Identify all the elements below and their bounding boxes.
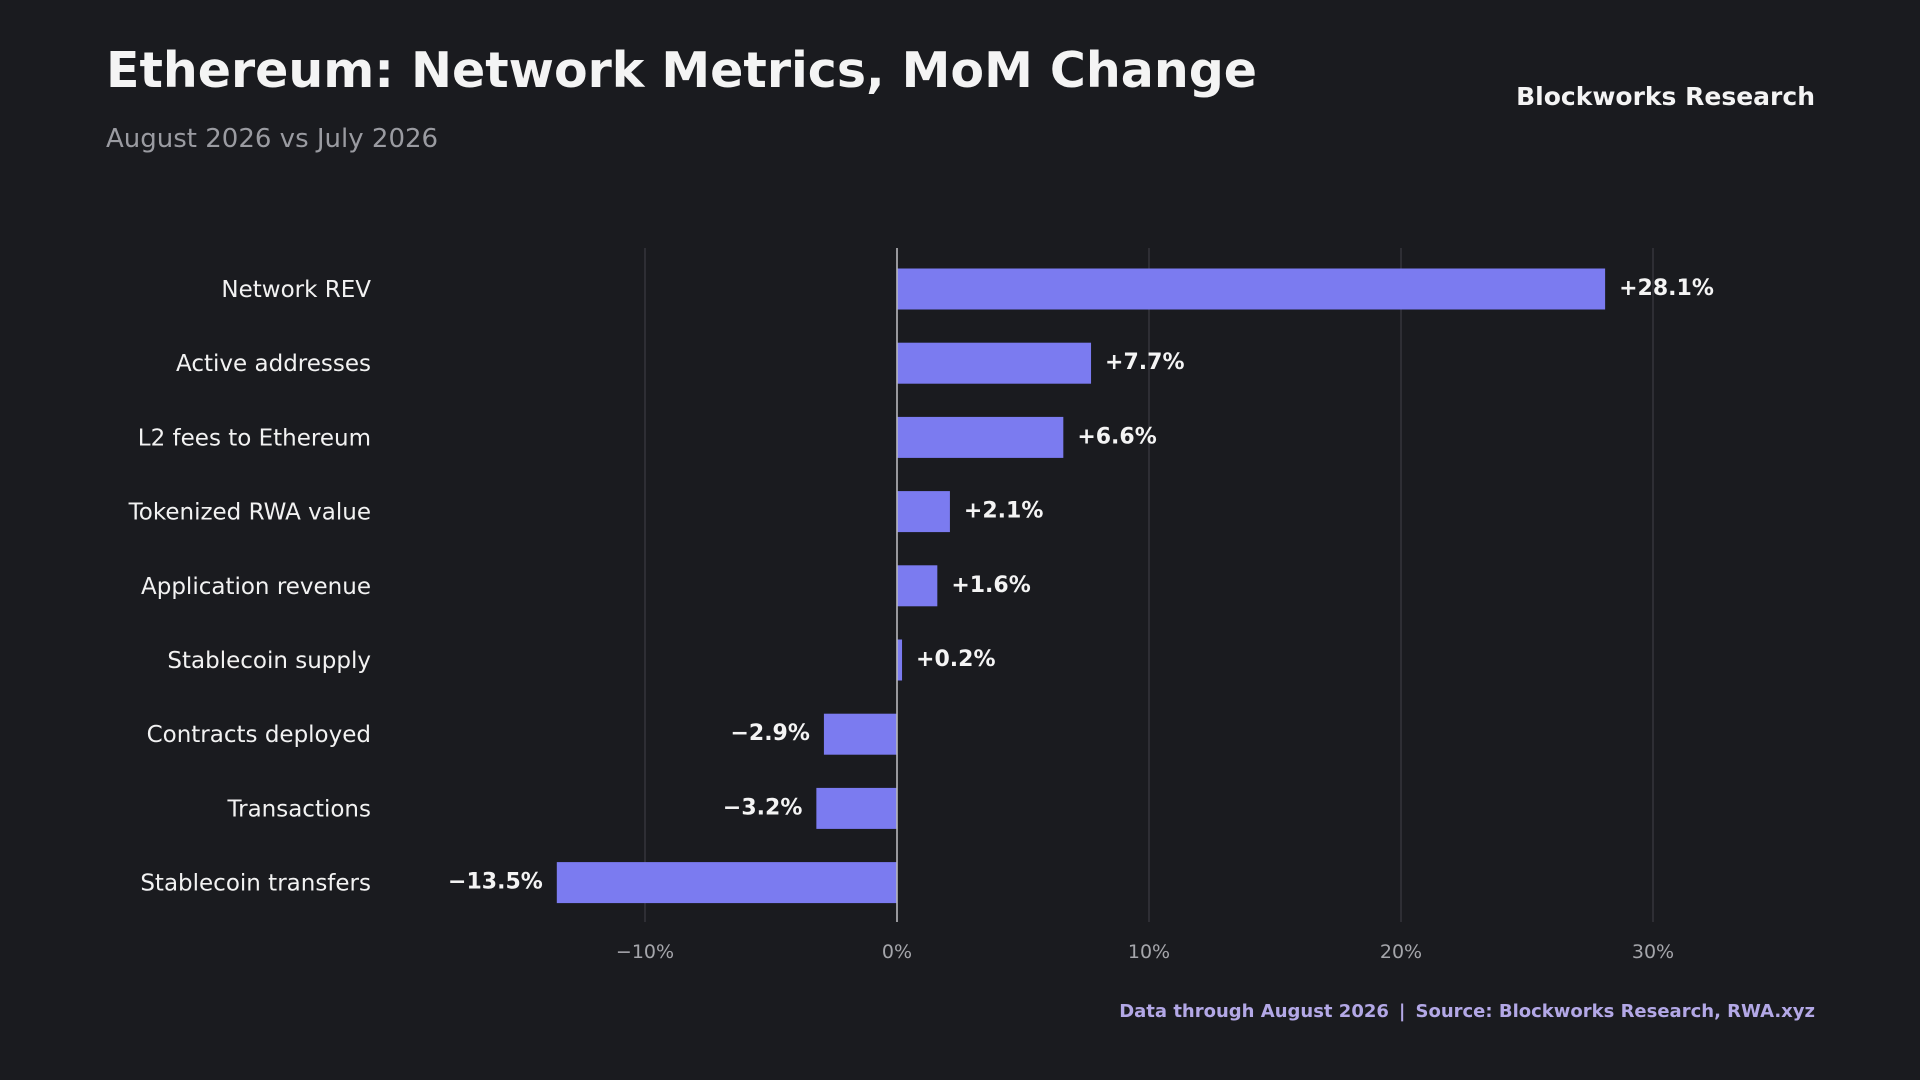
category-label: Application revenue: [141, 574, 371, 600]
value-label: −13.5%: [448, 870, 543, 895]
bar: [897, 268, 1606, 310]
category-label: Contracts deployed: [147, 722, 371, 748]
bar: [816, 787, 897, 829]
chart-subtitle: August 2026 vs July 2026: [106, 124, 439, 154]
value-label: +6.6%: [1077, 424, 1156, 449]
x-tick-label: 20%: [1380, 941, 1422, 963]
bars: [556, 268, 1606, 904]
category-label: Tokenized RWA value: [128, 500, 371, 526]
value-label: +7.7%: [1105, 350, 1184, 375]
category-label: L2 fees to Ethereum: [138, 425, 371, 451]
labels: −10% 0% 10% 20% 30% Network REV +28.1% Active a…: [128, 276, 1714, 963]
value-label: −3.2%: [723, 795, 802, 820]
bar: [897, 342, 1092, 384]
data-note: Data through August 2026: [1119, 1001, 1389, 1022]
value-label: +28.1%: [1619, 276, 1714, 301]
chart-footer: Data through August 2026 | Source: Blockwo…: [1119, 1001, 1815, 1022]
chart-title: Ethereum: Network Metrics, MoM Change: [106, 42, 1258, 99]
footer-separator: |: [1398, 1001, 1406, 1022]
bar: [897, 416, 1064, 458]
category-label: Transactions: [226, 796, 371, 822]
value-label: −2.9%: [730, 721, 809, 746]
bar: [897, 639, 903, 681]
brand-name: Blockworks Research: [1516, 82, 1815, 111]
category-label: Network REV: [221, 277, 371, 303]
x-tick-label: −10%: [616, 941, 674, 963]
value-label: +0.2%: [916, 647, 995, 672]
bar: [823, 713, 897, 755]
value-label: +1.6%: [951, 573, 1030, 598]
bar: [556, 862, 897, 904]
value-label: +2.1%: [964, 499, 1043, 524]
bar: [897, 491, 950, 533]
category-label: Stablecoin supply: [167, 648, 371, 674]
x-tick-label: 30%: [1632, 941, 1674, 963]
category-label: Stablecoin transfers: [140, 871, 371, 897]
category-label: Active addresses: [176, 351, 371, 377]
bar: [897, 565, 938, 607]
x-tick-label: 10%: [1128, 941, 1170, 963]
x-tick-label: 0%: [882, 941, 912, 963]
gridlines: [644, 248, 1654, 922]
source-note: Source: Blockworks Research, RWA.xyz: [1415, 1001, 1815, 1022]
